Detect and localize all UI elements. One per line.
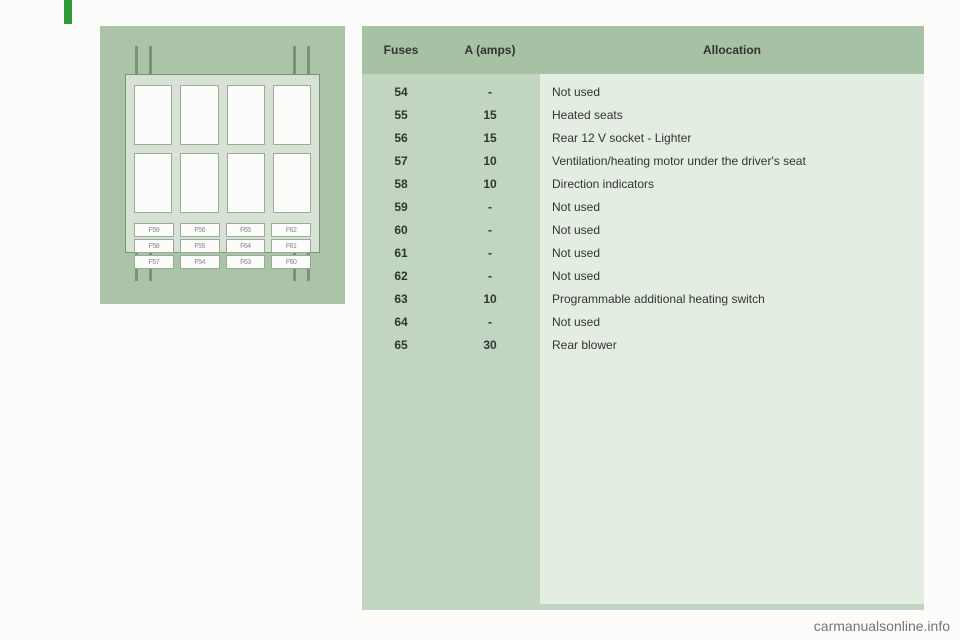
header-allocation: Allocation xyxy=(540,43,924,57)
table-row: Not used xyxy=(540,218,924,241)
cell-allocation: Not used xyxy=(540,315,600,329)
cell-allocation: Not used xyxy=(540,246,600,260)
table-row: 6310 xyxy=(362,287,540,310)
cell-amps: 15 xyxy=(440,131,540,145)
cell-fuse: 59 xyxy=(362,200,440,214)
cell-allocation: Direction indicators xyxy=(540,177,654,191)
fuse-slot: F58 xyxy=(134,239,174,253)
table-row: Heated seats xyxy=(540,103,924,126)
cell-fuse: 61 xyxy=(362,246,440,260)
cell-amps: 30 xyxy=(440,338,540,352)
fuse-slot: F62 xyxy=(271,223,311,237)
table-row: Not used xyxy=(540,195,924,218)
fuse-slot: F55 xyxy=(180,239,220,253)
relay-slot xyxy=(273,85,311,145)
relay-slot xyxy=(273,153,311,213)
cell-amps: 15 xyxy=(440,108,540,122)
cell-amps: 10 xyxy=(440,177,540,191)
table-row: Not used xyxy=(540,264,924,287)
cell-amps: - xyxy=(440,200,540,214)
relay-slot xyxy=(227,153,265,213)
fuse-row: F58 F55 F64 F61 xyxy=(134,239,311,253)
table-row: Direction indicators xyxy=(540,172,924,195)
cell-allocation: Rear 12 V socket - Lighter xyxy=(540,131,691,145)
table-row: 64- xyxy=(362,310,540,333)
fuse-slot: F57 xyxy=(134,255,174,269)
cell-allocation: Not used xyxy=(540,269,600,283)
cell-fuse: 54 xyxy=(362,85,440,99)
table-row: 59- xyxy=(362,195,540,218)
fuse-slot: F61 xyxy=(271,239,311,253)
fuse-diagram: F59 F56 F65 F62 F58 F55 F64 F61 F57 F54 … xyxy=(100,26,345,304)
table-body: 54- 5515 5615 5710 5810 59- 60- 61- 62- … xyxy=(362,74,924,604)
fuse-slot: F64 xyxy=(226,239,266,253)
relay-slot xyxy=(180,85,218,145)
table-row: 5515 xyxy=(362,103,540,126)
page: F59 F56 F65 F62 F58 F55 F64 F61 F57 F54 … xyxy=(0,0,960,640)
cell-amps: - xyxy=(440,223,540,237)
cell-allocation: Programmable additional heating switch xyxy=(540,292,765,306)
cell-amps: - xyxy=(440,269,540,283)
header-fuses: Fuses xyxy=(362,43,440,57)
table-row: Not used xyxy=(540,74,924,103)
table-row: Programmable additional heating switch xyxy=(540,287,924,310)
accent-bar xyxy=(64,0,72,24)
cell-amps: 10 xyxy=(440,292,540,306)
cell-allocation: Rear blower xyxy=(540,338,617,352)
cell-allocation: Not used xyxy=(540,85,600,99)
table-row: Ventilation/heating motor under the driv… xyxy=(540,149,924,172)
cell-amps: - xyxy=(440,246,540,260)
table-row: 5710 xyxy=(362,149,540,172)
cell-fuse: 63 xyxy=(362,292,440,306)
cell-amps: - xyxy=(440,85,540,99)
cell-fuse: 60 xyxy=(362,223,440,237)
table-row: 5810 xyxy=(362,172,540,195)
cell-fuse: 58 xyxy=(362,177,440,191)
relay-slot xyxy=(134,153,172,213)
fuse-slot: F54 xyxy=(180,255,220,269)
table-row: 54- xyxy=(362,74,540,103)
fuse-slot: F60 xyxy=(271,255,311,269)
table-row: Not used xyxy=(540,310,924,333)
fuse-row: F59 F56 F65 F62 xyxy=(134,223,311,237)
fuse-slot: F56 xyxy=(180,223,220,237)
cell-fuse: 57 xyxy=(362,154,440,168)
cell-amps: - xyxy=(440,315,540,329)
cell-allocation: Not used xyxy=(540,223,600,237)
cell-allocation: Not used xyxy=(540,200,600,214)
cell-amps: 10 xyxy=(440,154,540,168)
cell-fuse: 55 xyxy=(362,108,440,122)
header-amps: A (amps) xyxy=(440,43,540,57)
table-row: 62- xyxy=(362,264,540,287)
fuse-row: F57 F54 F63 F60 xyxy=(134,255,311,269)
table-row: 5615 xyxy=(362,126,540,149)
relay-row xyxy=(134,153,311,213)
cell-allocation: Heated seats xyxy=(540,108,623,122)
fuse-slot: F63 xyxy=(226,255,266,269)
fuse-table: Fuses A (amps) Allocation 54- 5515 5615 … xyxy=(362,26,924,610)
table-row: Not used xyxy=(540,241,924,264)
watermark: carmanualsonline.info xyxy=(814,618,950,634)
cell-fuse: 65 xyxy=(362,338,440,352)
cell-fuse: 64 xyxy=(362,315,440,329)
fuse-slot: F59 xyxy=(134,223,174,237)
table-row: 61- xyxy=(362,241,540,264)
fuse-box: F59 F56 F65 F62 F58 F55 F64 F61 F57 F54 … xyxy=(125,46,320,281)
table-body-left: 54- 5515 5615 5710 5810 59- 60- 61- 62- … xyxy=(362,74,540,604)
relay-slot xyxy=(227,85,265,145)
table-row: Rear 12 V socket - Lighter xyxy=(540,126,924,149)
fuse-panel: F59 F56 F65 F62 F58 F55 F64 F61 F57 F54 … xyxy=(125,74,320,253)
table-body-right: Not used Heated seats Rear 12 V socket -… xyxy=(540,74,924,604)
cell-fuse: 56 xyxy=(362,131,440,145)
relay-row xyxy=(134,85,311,145)
table-row: 6530 xyxy=(362,333,540,356)
table-row: Rear blower xyxy=(540,333,924,356)
fuse-slot: F65 xyxy=(226,223,266,237)
table-row: 60- xyxy=(362,218,540,241)
cell-fuse: 62 xyxy=(362,269,440,283)
cell-allocation: Ventilation/heating motor under the driv… xyxy=(540,154,806,168)
table-header: Fuses A (amps) Allocation xyxy=(362,26,924,74)
relay-slot xyxy=(180,153,218,213)
relay-slot xyxy=(134,85,172,145)
